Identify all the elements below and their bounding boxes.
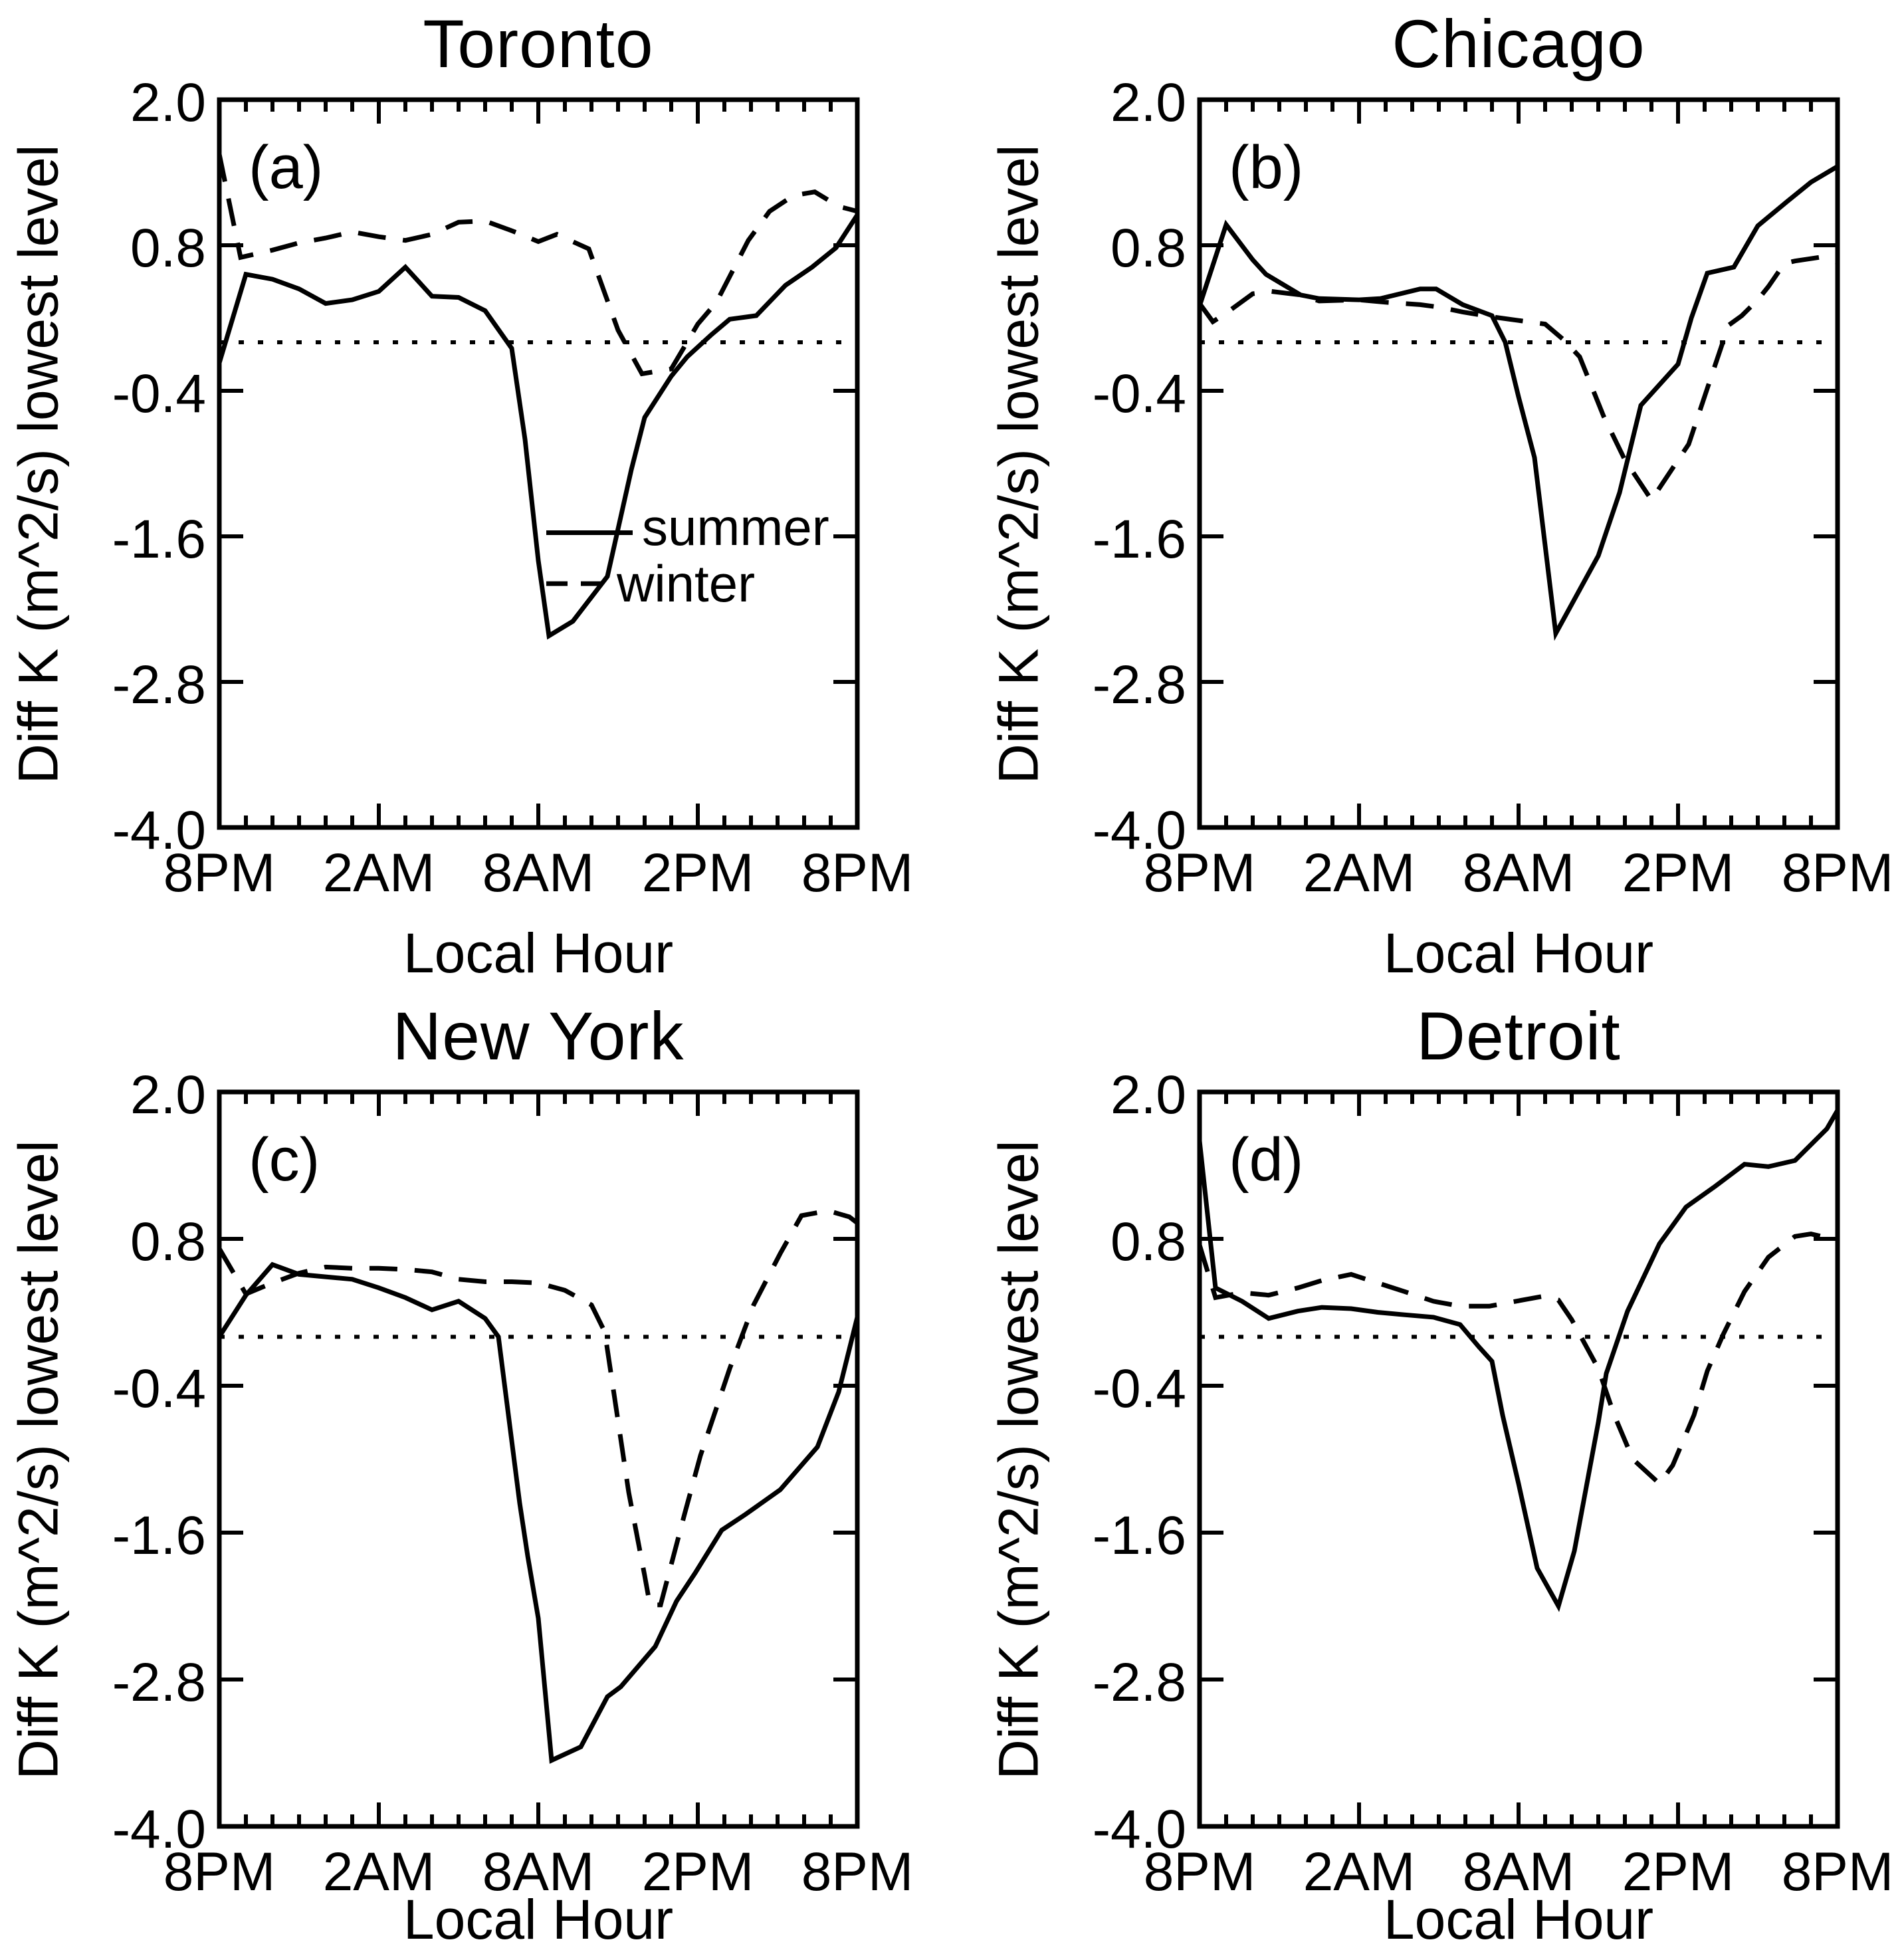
y-tick-label: -2.8 [1092,655,1186,715]
panel-title: Toronto [423,6,654,82]
legend-summer-label: summer [642,498,829,557]
x-tick-label: 8PM [801,1842,914,1902]
y-tick-label: -1.6 [112,509,206,570]
plot-area-chicago [1197,97,1840,830]
panel-title: Detroit [1416,998,1621,1074]
x-tick-label: 2AM [322,843,435,903]
plot-area-new-york [217,1089,860,1829]
plot-area-toronto [217,97,860,830]
y-tick-label: 2.0 [1111,1065,1186,1125]
y-tick-label: 0.8 [130,218,206,278]
y-tick-label: 0.8 [1111,218,1186,278]
winter-line [1197,1232,1838,1487]
x-tick-label: 8PM [1143,1842,1256,1902]
x-tick-label: 2AM [1303,1842,1416,1902]
x-tick-label: 2PM [1622,843,1735,903]
axis-box [1197,97,1840,830]
summer-line [1197,1109,1840,1612]
panel-title: Chicago [1392,6,1645,82]
x-tick-label: 8AM [1462,843,1575,903]
x-axis-label: Local Hour [1383,922,1654,984]
panel-letter: (c) [249,1126,320,1194]
y-tick-label: -4.0 [112,1799,206,1860]
plot-area-detroit [1197,1089,1840,1829]
panel-letter: (d) [1229,1126,1304,1194]
x-tick-label: 8PM [163,1842,276,1902]
x-tick-label: 2PM [641,843,754,903]
axis-box [217,1089,860,1829]
x-tick-label: 2PM [1622,1842,1735,1902]
axis-box [217,97,860,830]
y-tick-label: 0.8 [1111,1212,1186,1272]
y-tick-label: 2.0 [1111,72,1186,133]
y-tick-label: -2.8 [1092,1652,1186,1713]
y-tick-label: -0.4 [112,1358,206,1419]
x-tick-label: 8PM [1781,1842,1894,1902]
y-tick-label: -1.6 [112,1505,206,1566]
panel-letter: (a) [249,134,324,201]
y-tick-label: 2.0 [130,1065,206,1125]
y-tick-label: -2.8 [112,1652,206,1713]
legend-winter-label: winter [617,554,756,613]
summer-line [217,213,859,640]
winter-line [1198,255,1838,504]
x-tick-label: 8AM [1462,1842,1575,1902]
y-tick-label: -2.8 [112,655,206,715]
y-axis-label: Diff K (m^2/s) lowest level [7,144,70,784]
y-tick-label: 0.8 [130,1212,206,1272]
y-tick-label: -4.0 [1092,800,1186,861]
summer-line [217,1261,860,1764]
x-tick-label: 8PM [1781,843,1894,903]
x-tick-label: 8AM [482,843,595,903]
winter-line [217,154,858,377]
axis-box [1197,1089,1840,1829]
y-tick-label: -0.4 [112,364,206,424]
y-tick-label: -0.4 [1092,364,1186,424]
y-tick-label: -4.0 [1092,1799,1186,1860]
x-tick-label: 8PM [801,843,914,903]
y-tick-label: 2.0 [130,72,206,133]
y-tick-label: -0.4 [1092,1358,1186,1419]
x-tick-label: 2AM [322,1842,435,1902]
x-tick-label: 8PM [1143,843,1256,903]
y-tick-label: -4.0 [112,800,206,861]
x-tick-label: 2AM [1303,843,1416,903]
summer-line [1197,164,1839,641]
y-axis-label: Diff K (m^2/s) lowest level [7,1139,70,1780]
y-axis-label: Diff K (m^2/s) lowest level [987,144,1050,784]
panel-title: New York [392,998,685,1074]
y-tick-label: -1.6 [1092,1505,1186,1566]
x-tick-label: 8AM [482,1842,595,1902]
y-axis-label: Diff K (m^2/s) lowest level [987,1139,1050,1780]
x-tick-label: 2PM [641,1842,754,1902]
x-tick-label: 8PM [163,843,276,903]
y-tick-label: -1.6 [1092,509,1186,570]
x-axis-label: Local Hour [403,922,674,984]
panel-letter: (b) [1229,134,1304,201]
winter-line [217,1208,859,1608]
